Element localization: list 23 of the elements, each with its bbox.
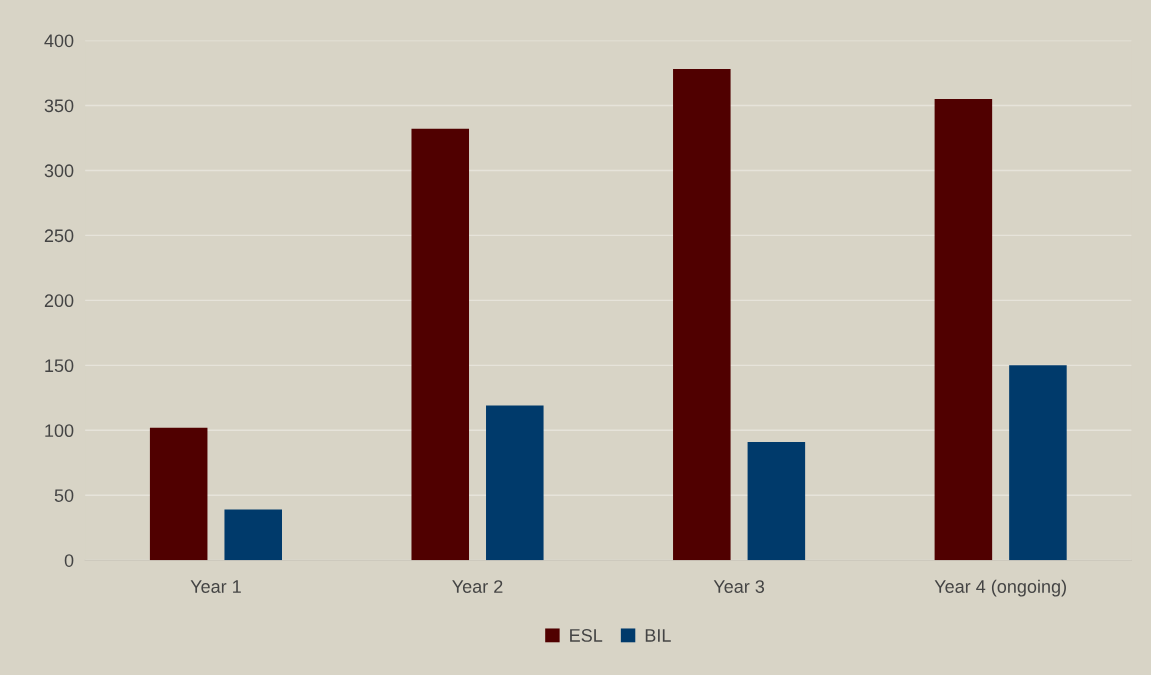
bar [673, 69, 731, 561]
legend-label: ESL [570, 629, 603, 642]
bar [411, 128, 470, 561]
y-tick-label: 0 [64, 554, 74, 567]
y-tick-label: 250 [44, 229, 74, 243]
legend-label: BIL [645, 629, 671, 642]
x-tick-label: Year 3 [713, 580, 765, 593]
bar [486, 405, 544, 561]
y-tick-label: 200 [44, 294, 74, 308]
y-tick-label: 100 [45, 424, 74, 438]
y-tick-label: 400 [44, 34, 74, 48]
y-tick-label: 50 [54, 489, 74, 502]
bar [149, 427, 208, 561]
x-tick-label: Year 1 [190, 580, 241, 593]
bar [747, 442, 806, 561]
y-tick-label: 150 [45, 359, 74, 373]
bar [1009, 365, 1067, 561]
y-tick-label: 300 [44, 164, 74, 178]
x-tick-label: Year 4 (ongoing) [934, 579, 1066, 597]
y-tick-label: 350 [44, 99, 74, 113]
bar [934, 98, 993, 561]
bar [224, 509, 282, 561]
x-tick-label: Year 2 [452, 580, 503, 593]
